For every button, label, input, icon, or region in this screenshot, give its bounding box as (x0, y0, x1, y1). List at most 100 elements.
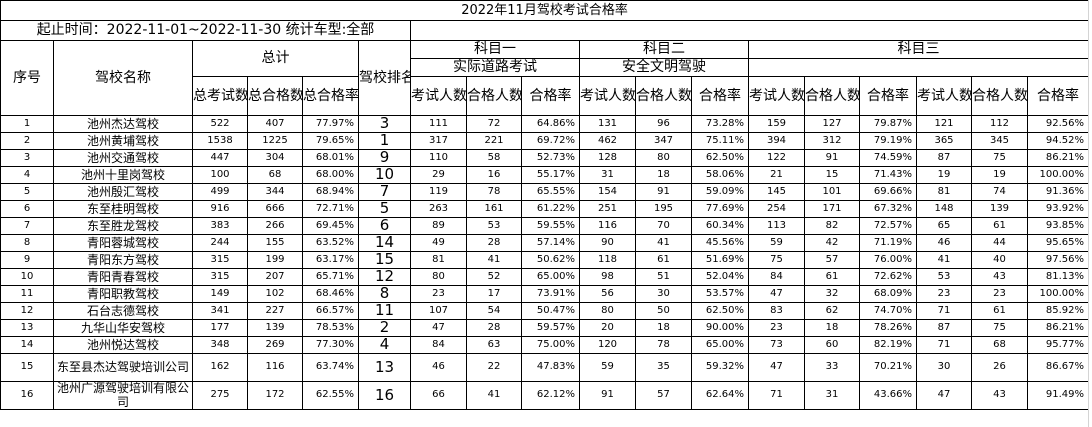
cell-total-rate: 62.55% (302, 381, 359, 410)
cell-s3a-n: 122 (748, 149, 805, 167)
cell-total-exam: 149 (192, 285, 248, 303)
cell-s1-n: 46 (410, 353, 467, 382)
cell-seq: 7 (0, 217, 54, 235)
cell-s3b-p: 43 (971, 381, 1028, 410)
cell-s2-r: 73.28% (691, 115, 749, 133)
cell-rank: 2 (358, 319, 411, 337)
cell-s2-n: 59 (579, 353, 636, 382)
header-s3b-passed: 合格人数 (971, 76, 1028, 116)
cell-s3b-r: 100.00% (1026, 166, 1090, 184)
cell-s3b-n: 65 (916, 217, 972, 235)
cell-school: 九华山华安驾校 (53, 319, 193, 337)
cell-school: 池州杰达驾校 (53, 115, 193, 133)
cell-s1-n: 49 (410, 234, 467, 252)
cell-s2-p: 18 (635, 166, 692, 184)
cell-s2-p: 96 (635, 115, 692, 133)
cell-s2-n: 118 (579, 251, 636, 269)
cell-seq: 6 (0, 200, 54, 218)
cell-s1-r: 65.00% (521, 268, 580, 286)
cell-s3a-p: 42 (804, 234, 860, 252)
cell-total-pass: 304 (247, 149, 303, 167)
cell-rank: 16 (358, 381, 411, 410)
cell-total-rate: 79.65% (302, 132, 359, 150)
cell-s1-r: 59.55% (521, 217, 580, 235)
cell-s1-r: 64.86% (521, 115, 580, 133)
cell-s2-n: 131 (579, 115, 636, 133)
cell-seq: 2 (0, 132, 54, 150)
cell-s3a-n: 254 (748, 200, 805, 218)
cell-s2-n: 90 (579, 234, 636, 252)
cell-s3a-p: 312 (804, 132, 860, 150)
cell-s2-r: 51.69% (691, 251, 749, 269)
cell-total-exam: 244 (192, 234, 248, 252)
cell-s2-p: 61 (635, 251, 692, 269)
cell-s1-n: 263 (410, 200, 467, 218)
cell-total-exam: 100 (192, 166, 248, 184)
cell-s3a-n: 71 (748, 381, 805, 410)
cell-total-pass: 155 (247, 234, 303, 252)
cell-school: 青阳职教驾校 (53, 285, 193, 303)
cell-s1-r: 59.57% (521, 319, 580, 337)
header-s2-examinees: 考试人数 (579, 76, 636, 116)
cell-s2-p: 50 (635, 302, 692, 320)
sheet-title: 2022年11月驾校考试合格率 (0, 0, 1090, 21)
cell-rank: 1 (358, 132, 411, 150)
cell-seq: 8 (0, 234, 54, 252)
cell-total-pass: 139 (247, 319, 303, 337)
cell-s3b-n: 71 (916, 302, 972, 320)
header-s3b-rate: 合格率 (1026, 76, 1090, 116)
cell-s2-r: 90.00% (691, 319, 749, 337)
cell-seq: 3 (0, 149, 54, 167)
cell-s3a-r: 79.87% (859, 115, 917, 133)
cell-s1-n: 89 (410, 217, 467, 235)
cell-s3b-r: 95.77% (1026, 336, 1090, 354)
cell-total-rate: 68.01% (302, 149, 359, 167)
cell-s2-n: 20 (579, 319, 636, 337)
cell-s3b-r: 94.52% (1026, 132, 1090, 150)
cell-total-pass: 207 (247, 268, 303, 286)
table-row: 5 池州殷汇驾校 499 344 68.94% 7 119 78 65.55% 154 91 59.0… (0, 183, 1090, 201)
cell-total-pass: 116 (247, 353, 303, 382)
cell-s1-p: 22 (466, 353, 522, 382)
cell-s1-p: 63 (466, 336, 522, 354)
cell-s3a-r: 78.26% (859, 319, 917, 337)
cell-total-pass: 102 (247, 285, 303, 303)
cell-seq: 10 (0, 268, 54, 286)
cell-s3b-p: 44 (971, 234, 1028, 252)
cell-total-exam: 177 (192, 319, 248, 337)
cell-total-pass: 344 (247, 183, 303, 201)
cell-s1-p: 58 (466, 149, 522, 167)
cell-s3b-n: 71 (916, 336, 972, 354)
cell-s2-r: 45.56% (691, 234, 749, 252)
cell-s2-r: 52.04% (691, 268, 749, 286)
cell-s3a-r: 82.19% (859, 336, 917, 354)
cell-s3b-n: 81 (916, 183, 972, 201)
header-s1-passed: 合格人数 (466, 76, 522, 116)
table-row: 12 石台志德驾校 341 227 66.57% 11 107 54 50.47% 80 50 62.… (0, 302, 1090, 320)
cell-school: 池州悦达驾校 (53, 336, 193, 354)
cell-total-pass: 1225 (247, 132, 303, 150)
cell-s3b-r: 91.36% (1026, 183, 1090, 201)
cell-rank: 3 (358, 115, 411, 133)
cell-s2-p: 195 (635, 200, 692, 218)
cell-school: 东至胜龙驾校 (53, 217, 193, 235)
cell-rank: 5 (358, 200, 411, 218)
cell-total-pass: 199 (247, 251, 303, 269)
cell-s2-n: 154 (579, 183, 636, 201)
cell-s3b-r: 91.49% (1026, 381, 1090, 410)
cell-s2-r: 60.34% (691, 217, 749, 235)
cell-s3a-r: 71.43% (859, 166, 917, 184)
cell-s3a-n: 83 (748, 302, 805, 320)
cell-total-rate: 63.74% (302, 353, 359, 382)
cell-s3a-n: 394 (748, 132, 805, 150)
cell-s1-n: 111 (410, 115, 467, 133)
cell-total-rate: 72.71% (302, 200, 359, 218)
cell-seq: 1 (0, 115, 54, 133)
cell-school: 青阳东方驾校 (53, 251, 193, 269)
cell-s1-n: 23 (410, 285, 467, 303)
cell-s3a-n: 113 (748, 217, 805, 235)
cell-school: 池州广源驾驶培训有限公司 (53, 381, 193, 410)
cell-rank: 11 (358, 302, 411, 320)
cell-s3a-r: 70.21% (859, 353, 917, 382)
header-s2-passed: 合格人数 (635, 76, 692, 116)
